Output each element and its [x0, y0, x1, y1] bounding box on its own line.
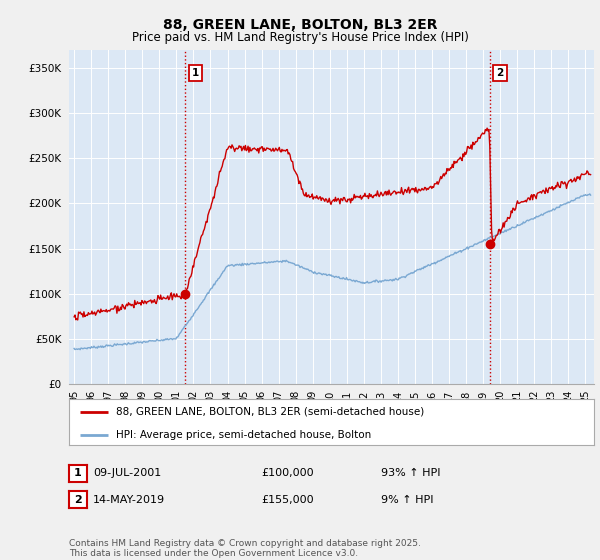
- Text: 88, GREEN LANE, BOLTON, BL3 2ER (semi-detached house): 88, GREEN LANE, BOLTON, BL3 2ER (semi-de…: [116, 407, 425, 417]
- Text: 14-MAY-2019: 14-MAY-2019: [93, 494, 165, 505]
- Text: 1: 1: [192, 68, 199, 78]
- Text: 9% ↑ HPI: 9% ↑ HPI: [381, 494, 433, 505]
- Text: Price paid vs. HM Land Registry's House Price Index (HPI): Price paid vs. HM Land Registry's House …: [131, 31, 469, 44]
- Text: £100,000: £100,000: [261, 468, 314, 478]
- Text: 2: 2: [74, 494, 82, 505]
- Text: 93% ↑ HPI: 93% ↑ HPI: [381, 468, 440, 478]
- Text: 09-JUL-2001: 09-JUL-2001: [93, 468, 161, 478]
- Text: 88, GREEN LANE, BOLTON, BL3 2ER: 88, GREEN LANE, BOLTON, BL3 2ER: [163, 18, 437, 32]
- Text: £155,000: £155,000: [261, 494, 314, 505]
- Text: HPI: Average price, semi-detached house, Bolton: HPI: Average price, semi-detached house,…: [116, 430, 371, 440]
- Text: Contains HM Land Registry data © Crown copyright and database right 2025.
This d: Contains HM Land Registry data © Crown c…: [69, 539, 421, 558]
- Text: 1: 1: [74, 468, 82, 478]
- Text: 2: 2: [496, 68, 503, 78]
